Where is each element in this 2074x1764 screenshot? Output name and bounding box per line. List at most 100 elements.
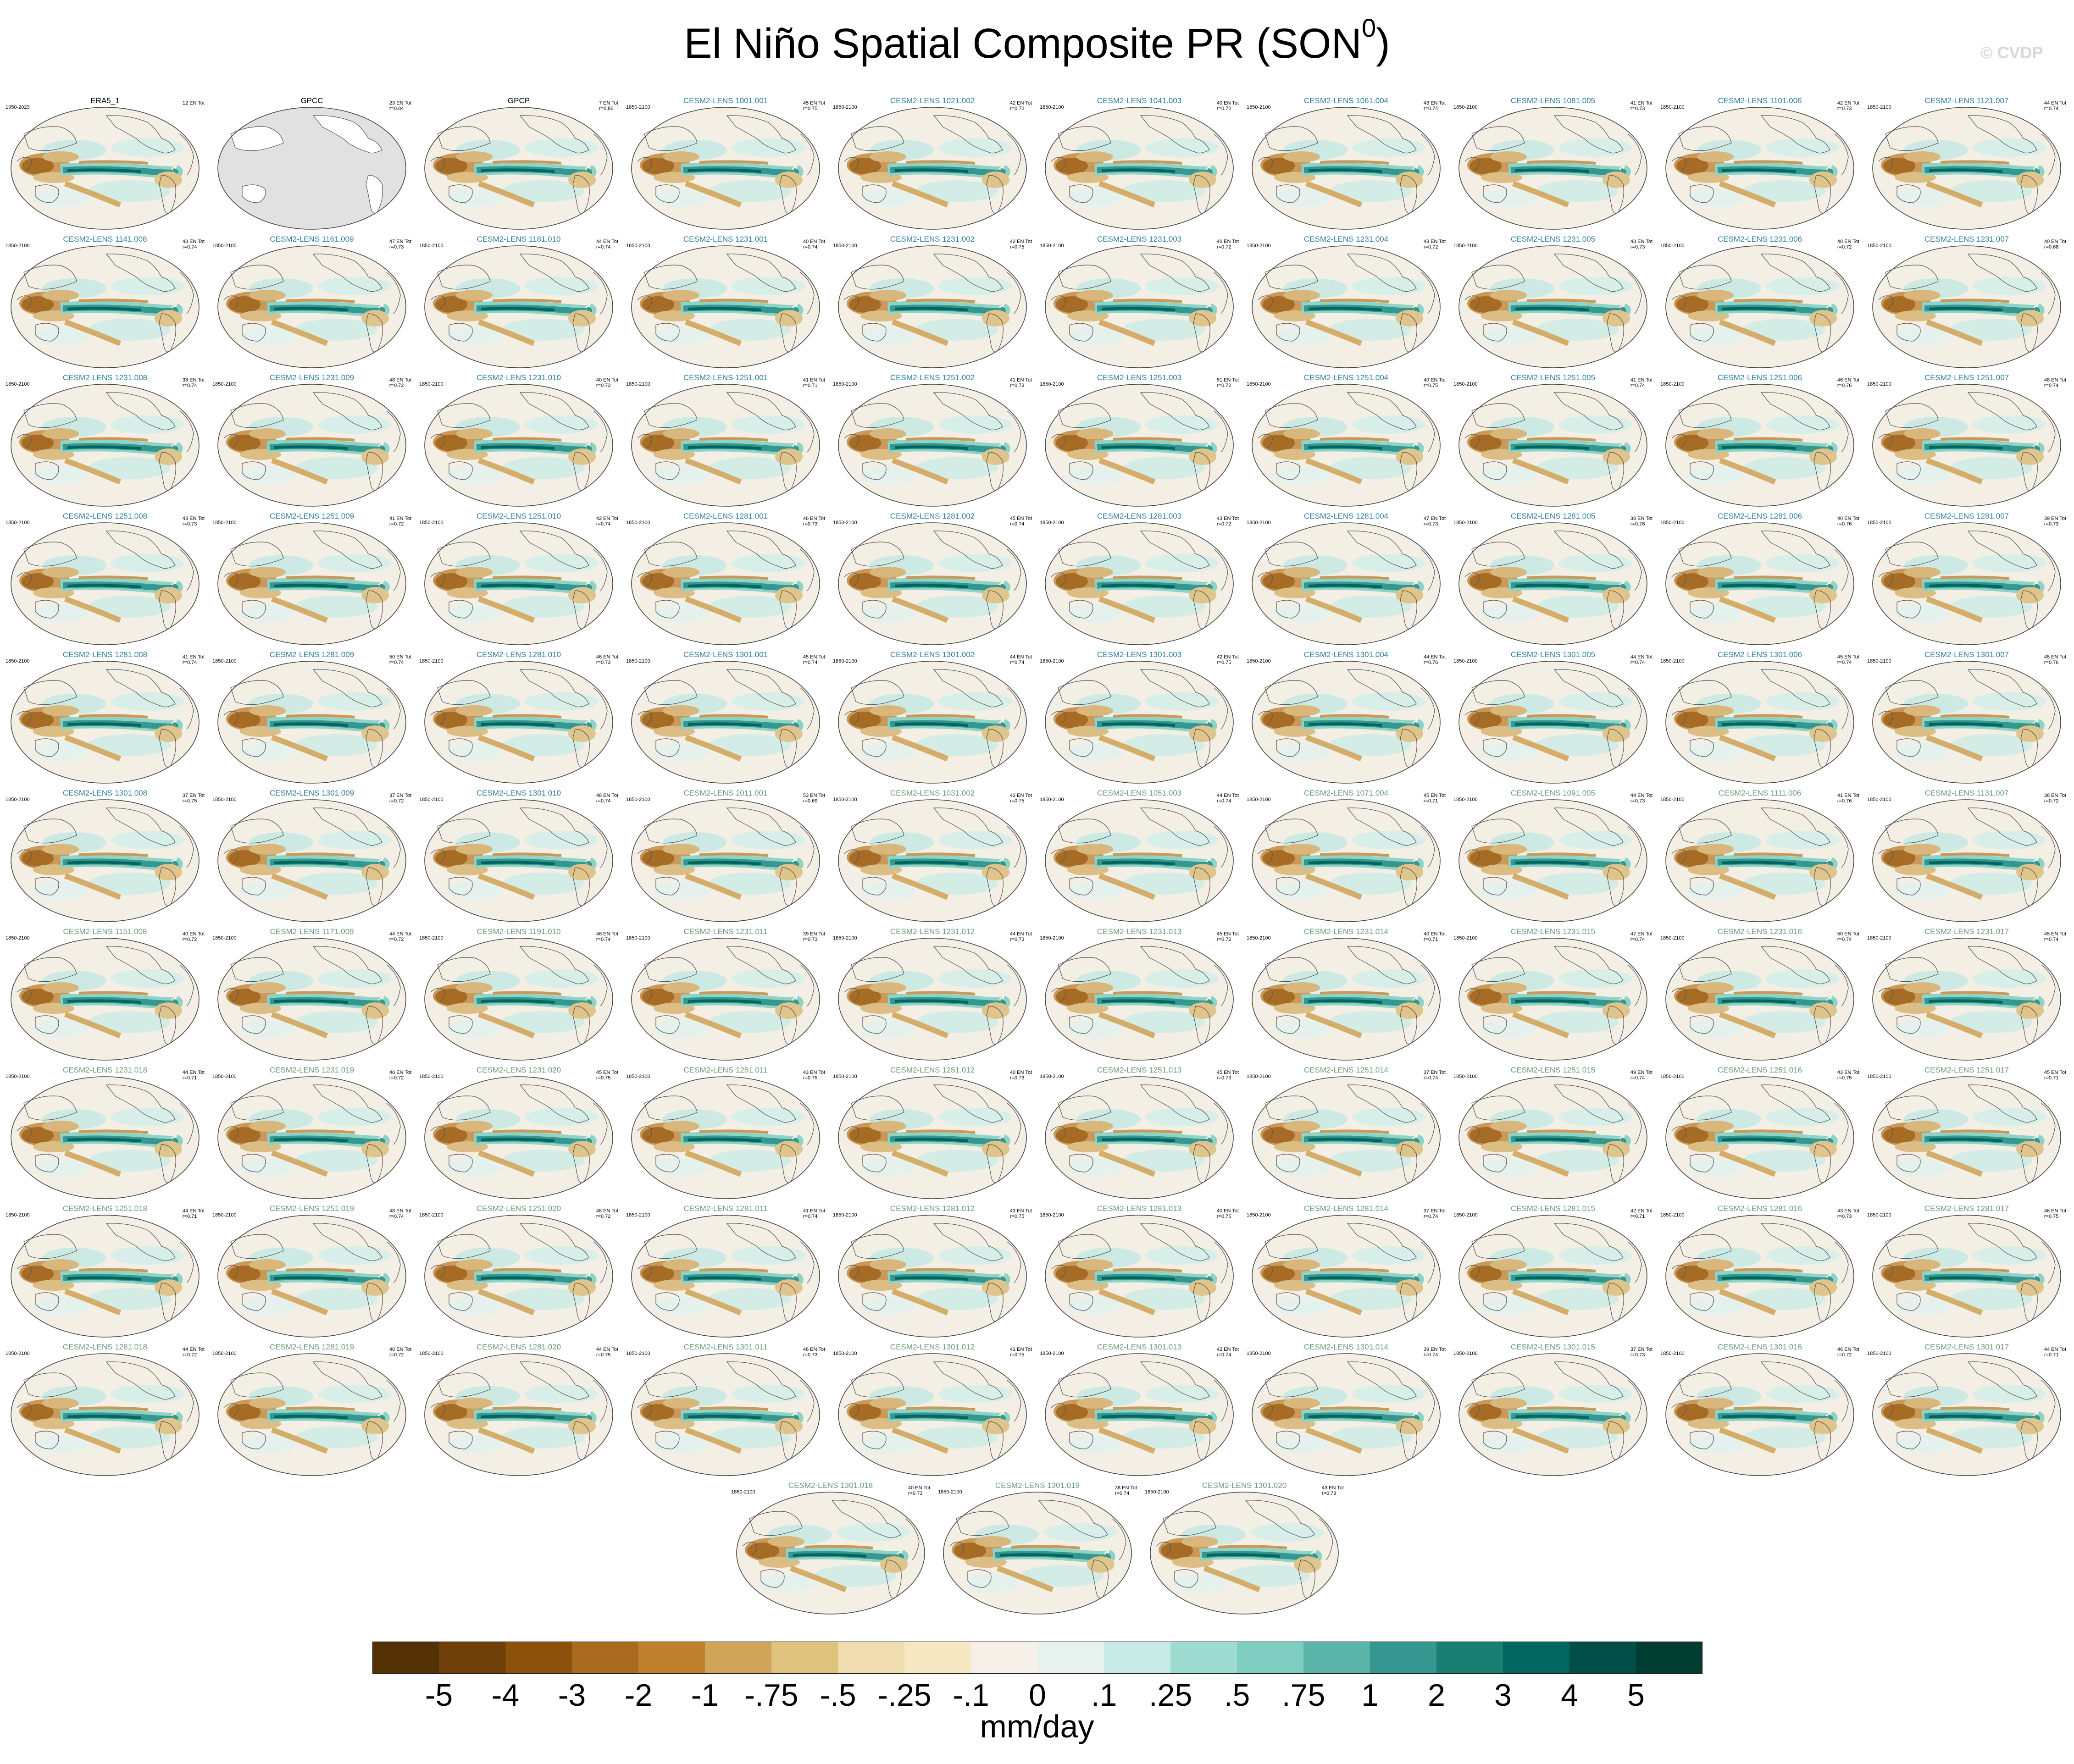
panel-title: CESM2-LENS 1301.018 [788, 1481, 873, 1490]
panel-event-count: 40 EN Tot [1009, 1070, 1032, 1075]
map-panel: CESM2-LENS 1231.013 1850-2100 45 EN Tot r=0… [1040, 927, 1239, 1064]
panel-title: CESM2-LENS 1231.016 [1717, 927, 1802, 936]
precip-anomaly-map [631, 106, 821, 230]
panel-title: GPCP [507, 96, 530, 105]
panel-pattern-correlation: r=0.73 [1630, 798, 1645, 804]
panel-event-count: 39 EN Tot [803, 931, 825, 937]
panel-event-count: 42 EN Tot [1216, 1347, 1239, 1352]
map-panel: GPCC 23 EN Tot r=0.84 [212, 96, 411, 233]
map-panel: CESM2-LENS 1161.009 1850-2100 47 EN Tot r=0… [212, 235, 411, 371]
panel-period: 1850-2100 [1867, 243, 1891, 249]
panel-title: CESM2-LENS 1001.001 [683, 96, 768, 105]
panel-stats: 50 EN Tot r=0.74 [389, 654, 411, 665]
panel-period: 1850-2100 [833, 243, 857, 249]
panel-title: CESM2-LENS 1111.006 [1718, 789, 1802, 797]
panel-title: CESM2-LENS 1301.009 [269, 789, 355, 797]
colorbar-tick-label: 4 [1561, 1678, 1578, 1713]
panel-event-count: 47 EN Tot [389, 239, 411, 244]
panel-stats: 42 EN Tot r=0.74 [1217, 1347, 1239, 1358]
precip-anomaly-map [217, 522, 407, 646]
panel-title: CESM2-LENS 1301.006 [1717, 650, 1802, 659]
panel-pattern-correlation: r=0.72 [1423, 244, 1438, 250]
map-panel: CESM2-LENS 1231.009 1850-2100 48 EN Tot r=0… [212, 373, 411, 510]
colorbar-swatch [705, 1642, 772, 1674]
panel-pattern-correlation: r=0.74 [596, 521, 611, 527]
panel-period: 1850-2100 [1867, 105, 1891, 110]
panel-pattern-correlation: r=0.75 [596, 1352, 611, 1358]
panel-title: CESM2-LENS 1251.014 [1303, 1066, 1389, 1074]
panel-pattern-correlation: r=0.72 [1216, 521, 1231, 527]
map-panel: CESM2-LENS 1251.008 1850-2100 43 EN Tot r=0… [6, 512, 205, 648]
panel-period: 1850-2100 [6, 1212, 30, 1218]
colorbar-swatch [1037, 1642, 1104, 1674]
precip-anomaly-map [10, 106, 200, 230]
panel-pattern-correlation: r=0.73 [1630, 244, 1645, 250]
panel-stats: 40 EN Tot r=0.75 [1424, 377, 1446, 388]
panel-pattern-correlation: r=0.74 [1630, 937, 1645, 942]
map-panel: CESM2-LENS 1231.010 1850-2100 40 EN Tot r=0… [419, 373, 618, 510]
panel-stats: 41 EN Tot r=0.76 [1837, 793, 1859, 804]
panel-title: CESM2-LENS 1011.001 [683, 789, 768, 797]
panel-stats: 45 EN Tot r=0.72 [1217, 931, 1239, 942]
panel-period: 1850-2100 [212, 1074, 237, 1079]
panel-stats: 41 EN Tot r=0.75 [1010, 1347, 1032, 1358]
precip-anomaly-map [1044, 937, 1234, 1061]
map-panel: CESM2-LENS 1281.017 1850-2100 46 EN Tot r=0… [1867, 1204, 2066, 1341]
map-panel: CESM2-LENS 1301.020 1850-2100 43 EN Tot r=0… [1145, 1481, 1344, 1618]
precip-anomaly-map [1872, 522, 2062, 646]
panel-period: 1850-2100 [833, 797, 857, 802]
panel-title: CESM2-LENS 1251.013 [1097, 1066, 1182, 1074]
panel-event-count: 40 EN Tot [2044, 239, 2066, 244]
precip-anomaly-map [10, 245, 200, 369]
map-panel: CESM2-LENS 1171.009 1850-2100 44 EN Tot r=0… [212, 927, 411, 1064]
panel-stats: 40 EN Tot r=0.72 [389, 1070, 411, 1081]
panel-pattern-correlation: r=0.74 [1630, 383, 1645, 388]
map-panel: CESM2-LENS 1301.008 1850-2100 37 EN Tot r=0… [6, 789, 205, 925]
panel-pattern-correlation: r=0.72 [389, 937, 404, 942]
panel-stats: 48 EN Tot r=0.74 [2044, 377, 2066, 388]
panel-period: 1850-2100 [1660, 658, 1685, 664]
panel-title: CESM2-LENS 1231.001 [683, 235, 768, 243]
panel-stats: 45 EN Tot r=0.76 [2044, 654, 2066, 665]
precip-anomaly-map [631, 383, 821, 507]
panel-pattern-correlation: r=0.72 [182, 1352, 197, 1358]
colorbar-tick-label: .75 [1281, 1678, 1325, 1713]
precip-anomaly-map [217, 383, 407, 507]
panel-title: CESM2-LENS 1231.010 [476, 373, 561, 382]
precip-anomaly-map [217, 245, 407, 369]
panel-event-count: 42 EN Tot [596, 516, 618, 521]
panel-pattern-correlation: r=0.84 [389, 106, 404, 111]
panel-pattern-correlation: r=0.75 [803, 106, 818, 111]
map-panel: CESM2-LENS 1001.001 1850-2100 45 EN Tot r=0… [626, 96, 825, 233]
panel-stats: 39 EN Tot r=0.73 [803, 931, 825, 942]
panel-period: 1850-2100 [1660, 935, 1685, 941]
panel-pattern-correlation: r=0.74 [182, 244, 197, 250]
panel-pattern-correlation: r=0.74 [596, 244, 611, 250]
panel-pattern-correlation: r=0.73 [1837, 106, 1852, 111]
panel-stats: 38 EN Tot r=0.74 [1115, 1485, 1137, 1496]
precip-anomaly-map [1044, 1214, 1234, 1338]
map-panel: CESM2-LENS 1251.017 1850-2100 45 EN Tot r=0… [1867, 1066, 2066, 1202]
panel-pattern-correlation: r=0.69 [803, 798, 818, 804]
panel-pattern-correlation: r=0.74 [596, 937, 611, 942]
panel-title: CESM2-LENS 1281.018 [62, 1343, 148, 1351]
map-panel: CESM2-LENS 1061.004 1850-2100 43 EN Tot r=0… [1247, 96, 1446, 233]
map-panel: CESM2-LENS 1301.018 1850-2100 40 EN Tot r=0… [731, 1481, 930, 1618]
panel-period: 1850-2100 [1247, 1074, 1271, 1079]
panel-period: 1850-2100 [1040, 1351, 1064, 1356]
panel-stats: 44 EN Tot r=0.75 [596, 1347, 618, 1358]
map-panel: CESM2-LENS 1251.006 1850-2100 46 EN Tot r=0… [1660, 373, 1859, 510]
panel-stats: 47 EN Tot r=0.73 [389, 239, 411, 250]
colorbar-swatch [638, 1642, 705, 1674]
panel-period: 1850-2100 [626, 935, 650, 941]
panel-stats: 41 EN Tot r=0.72 [389, 516, 411, 527]
panel-pattern-correlation: r=0.75 [1009, 1352, 1025, 1358]
panel-stats: 41 EN Tot r=0.73 [1010, 377, 1032, 388]
map-panel: CESM2-LENS 1231.012 1850-2100 44 EN Tot r=0… [833, 927, 1032, 1064]
map-panel: CESM2-LENS 1301.002 1850-2100 44 EN Tot r=0… [833, 650, 1032, 787]
panel-event-count: 44 EN Tot [1009, 931, 1032, 937]
panel-stats: 40 EN Tot r=0.72 [1217, 239, 1239, 250]
panel-pattern-correlation: r=0.74 [182, 383, 197, 388]
panel-stats: 37 EN Tot r=0.75 [183, 793, 205, 804]
panel-stats: 45 EN Tot r=0.73 [1217, 1070, 1239, 1081]
